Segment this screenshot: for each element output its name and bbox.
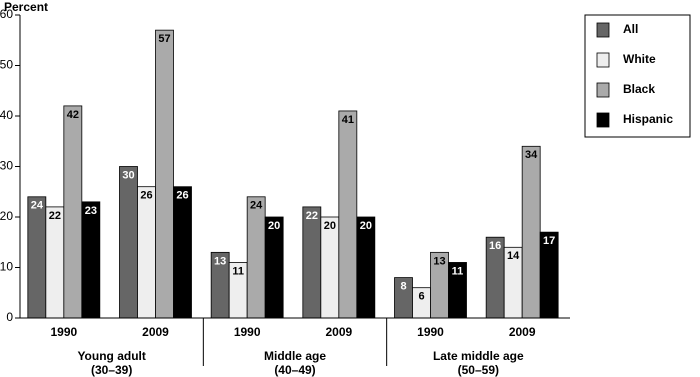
- bar: [137, 186, 156, 319]
- bar: [155, 29, 174, 319]
- x-tick-label: 1990: [417, 325, 444, 339]
- data-label: 26: [176, 190, 188, 202]
- bar: [27, 196, 47, 319]
- bar: [173, 186, 192, 319]
- data-label: 11: [232, 265, 244, 277]
- bar: [521, 145, 541, 319]
- x-tick-label: 1990: [50, 325, 77, 339]
- bar: [264, 216, 284, 319]
- data-label: 16: [489, 240, 501, 252]
- data-label: 41: [342, 114, 354, 126]
- group-range: (40–49): [274, 363, 315, 377]
- bar: [81, 201, 101, 319]
- data-label: 8: [400, 281, 406, 293]
- bar: [246, 196, 266, 319]
- bar: [338, 110, 358, 319]
- legend-swatch: [596, 82, 610, 98]
- y-tick-label: 40: [0, 108, 13, 122]
- data-label: 22: [49, 210, 61, 222]
- data-label: 13: [433, 255, 445, 267]
- bar: [45, 206, 65, 319]
- y-tick-label: 60: [0, 7, 13, 21]
- legend-label: Hispanic: [623, 112, 673, 126]
- bar: [302, 206, 322, 319]
- data-label: 11: [452, 265, 464, 277]
- x-tick-label: 2009: [325, 325, 352, 339]
- data-label: 14: [507, 250, 520, 262]
- bar: [356, 216, 376, 319]
- x-tick-label: 2009: [509, 325, 536, 339]
- data-label: 24: [250, 200, 263, 212]
- data-label: 26: [140, 190, 152, 202]
- y-tick-label: 10: [0, 260, 13, 274]
- bar: [320, 216, 340, 319]
- legend-swatch: [596, 52, 610, 68]
- legend-label: Black: [623, 82, 655, 96]
- data-label: 34: [525, 149, 538, 161]
- x-tick-label: 1990: [234, 325, 261, 339]
- y-tick-label: 50: [0, 58, 13, 72]
- group-label: Middle age: [264, 349, 326, 363]
- data-label: 22: [306, 210, 318, 222]
- group-range: (30–39): [91, 363, 132, 377]
- data-label: 20: [268, 220, 280, 232]
- group-label: Late middle age: [433, 349, 524, 363]
- legend-swatch: [596, 112, 610, 128]
- y-tick-label: 0: [6, 310, 13, 324]
- data-label: 20: [360, 220, 372, 232]
- bar: [63, 105, 83, 319]
- data-label: 24: [31, 200, 44, 212]
- group-label: Young adult: [77, 349, 145, 363]
- x-tick-label: 2009: [142, 325, 169, 339]
- data-label: 13: [214, 255, 226, 267]
- bar: [119, 166, 138, 319]
- legend-label: White: [623, 52, 656, 66]
- y-axis-label: Percent: [4, 0, 48, 14]
- data-label: 17: [543, 235, 555, 247]
- y-tick-label: 30: [0, 159, 13, 173]
- legend-swatch: [596, 22, 610, 38]
- data-label: 30: [122, 169, 134, 181]
- data-label: 42: [67, 109, 79, 121]
- y-tick-label: 20: [0, 209, 13, 223]
- legend-label: All: [623, 22, 638, 36]
- data-label: 20: [324, 220, 336, 232]
- group-range: (50–59): [458, 363, 499, 377]
- data-label: 6: [418, 291, 424, 303]
- data-label: 57: [158, 33, 170, 45]
- data-label: 23: [85, 205, 97, 217]
